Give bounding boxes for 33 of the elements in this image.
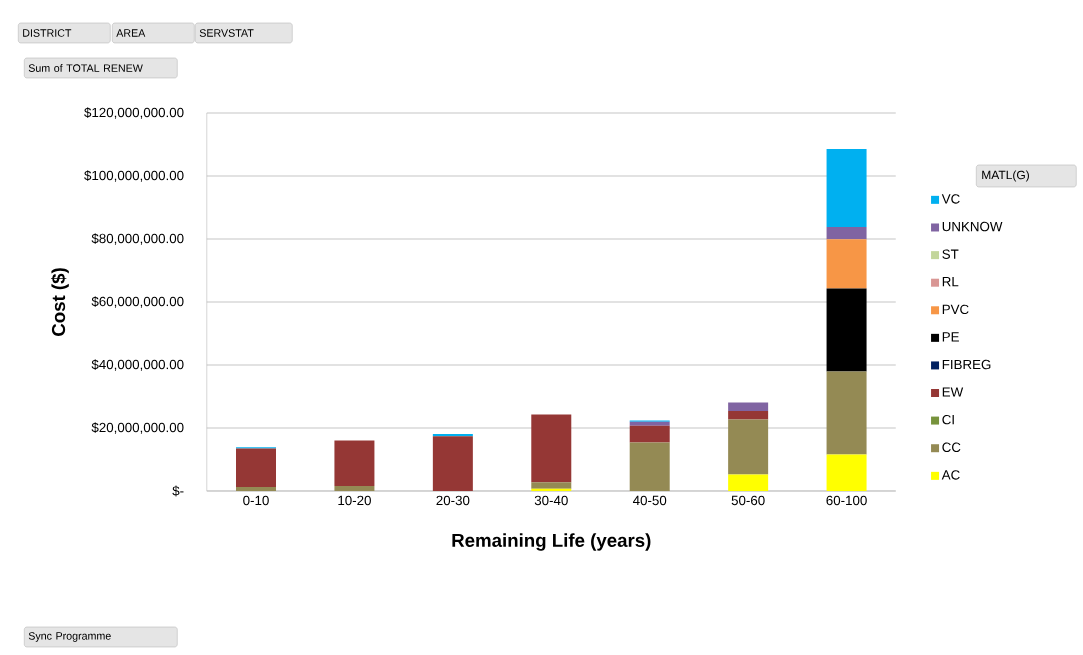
legend-label: UNKNOW (942, 221, 1003, 232)
legend-label: AC (941, 470, 960, 480)
y-tick-label: $40,000,000.00 (91, 359, 184, 371)
x-tick-label: 60-100 (826, 495, 867, 506)
y-axis-title: Cost ($) (51, 268, 69, 336)
legend-label: VC (941, 194, 960, 204)
legend-label: FIBREG (942, 359, 991, 370)
x-tick-label: 40-50 (632, 495, 667, 506)
y-tick-label: $100,000,000.00 (84, 170, 184, 182)
legend-label: PVC (942, 304, 969, 315)
text: Sum of TOTAL RENEW (28, 64, 143, 72)
y-tick-label: $60,000,000.00 (91, 296, 184, 308)
legend-label: RL (942, 277, 959, 287)
x-tick-label: 50-60 (731, 495, 765, 506)
legend-label: EW (942, 387, 964, 397)
legend-label: CI (942, 414, 954, 425)
y-tick-label: $80,000,000.00 (91, 233, 184, 245)
x-axis-title: Remaining Life (years) (452, 533, 651, 551)
text: AREA (116, 29, 146, 37)
text: DISTRICT (23, 29, 72, 37)
x-tick-label: 10-20 (338, 495, 371, 506)
legend-label: PE (942, 332, 959, 342)
text: Sync Programme (28, 632, 111, 642)
legend-title: MATL(G) (982, 170, 1029, 182)
y-tick-label: $20,000,000.00 (91, 422, 184, 434)
x-tick-label: 30-40 (534, 495, 568, 506)
y-tick-label: $120,000,000.00 (84, 107, 184, 119)
x-tick-label: 0-10 (243, 495, 269, 506)
legend-label: ST (942, 249, 959, 259)
x-tick-label: 20-30 (436, 495, 470, 506)
y-tick-label: $- (172, 485, 184, 497)
text: SERVSTAT (199, 29, 254, 37)
legend-label: CC (942, 442, 961, 452)
